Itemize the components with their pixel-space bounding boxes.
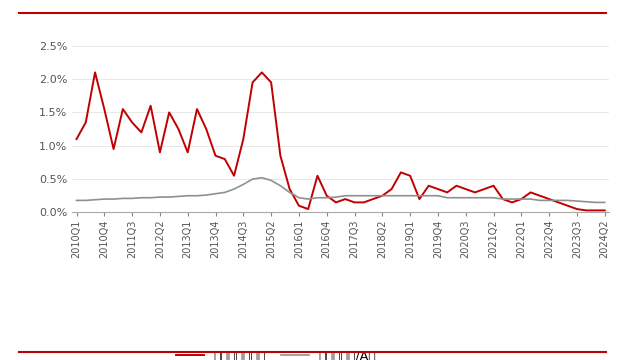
Line: 肉制品配置比例: 肉制品配置比例: [76, 72, 605, 210]
肉制品配置比例: [471, 190, 479, 194]
肉制品配置比例: [72, 137, 80, 141]
肉制品市值/A股: [193, 194, 201, 198]
肉制品市值/A股: [72, 198, 80, 203]
肉制品市值/A股: [527, 197, 534, 201]
肉制品市值/A股: [202, 193, 210, 197]
肉制品市值/A股: [471, 195, 479, 200]
肉制品配置比例: [434, 187, 442, 191]
肉制品市值/A股: [258, 176, 266, 180]
肉制品市值/A股: [434, 194, 442, 198]
肉制品市值/A股: [601, 200, 609, 204]
肉制品配置比例: [527, 190, 534, 194]
肉制品配置比例: [573, 207, 581, 211]
肉制品配置比例: [91, 70, 99, 75]
Line: 肉制品市值/A股: 肉制品市值/A股: [76, 178, 605, 202]
肉制品配置比例: [212, 154, 219, 158]
肉制品市值/A股: [573, 199, 581, 203]
肉制品配置比例: [202, 127, 210, 131]
肉制品配置比例: [601, 208, 609, 212]
Legend: 肉制品配置比例, 肉制品市值/A股: 肉制品配置比例, 肉制品市值/A股: [171, 345, 381, 360]
肉制品配置比例: [582, 208, 590, 212]
肉制品市值/A股: [592, 200, 599, 204]
